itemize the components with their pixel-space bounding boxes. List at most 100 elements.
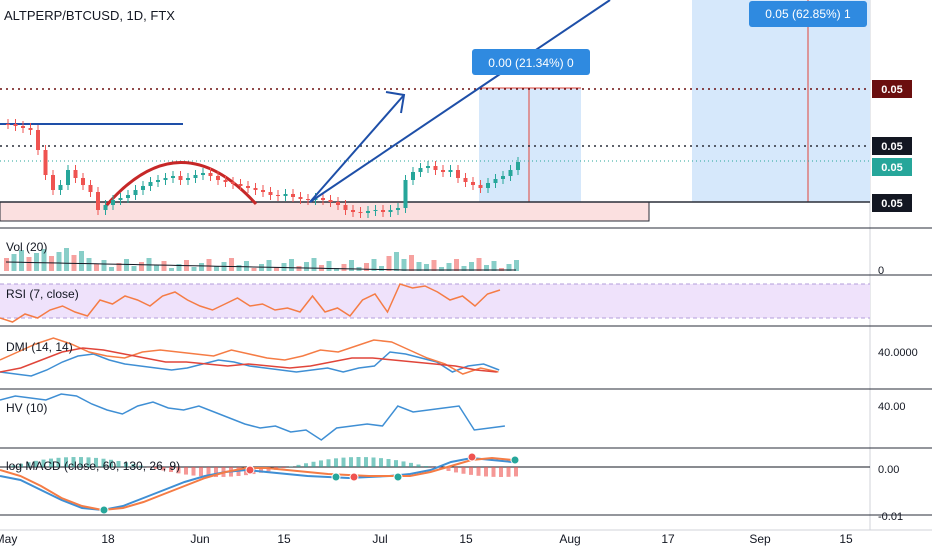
projection-box-1[interactable] <box>479 88 581 202</box>
volume-bar <box>454 259 459 271</box>
volume-bar <box>296 266 302 271</box>
macd-histogram-bar <box>131 463 136 467</box>
position-label-1[interactable]: 0.00 (21.34%) 0 <box>472 49 590 75</box>
candle-body <box>306 199 310 200</box>
time-axis[interactable]: May 18 Jun 15 Jul 15 Aug 17 Sep 15 <box>0 532 853 546</box>
volume-bar <box>206 259 212 271</box>
macd-cross-dot <box>349 472 359 482</box>
candle-body <box>441 170 445 172</box>
macd-histogram-bar <box>446 467 451 471</box>
volume-bar <box>409 255 414 271</box>
position-label-1-text: 0.00 (21.34%) 0 <box>488 56 574 70</box>
candle-body <box>486 183 490 188</box>
volume-bar <box>26 257 32 271</box>
macd-histogram-bar <box>281 467 286 469</box>
volume-bar <box>514 260 519 271</box>
volume-bar <box>139 262 144 271</box>
macd-histogram-bar <box>176 467 181 474</box>
projection-box-2[interactable] <box>692 0 870 202</box>
macd-histogram-bar <box>461 467 466 474</box>
candle-body <box>328 200 333 202</box>
time-tick-label: 15 <box>839 532 853 546</box>
candle-body <box>366 211 370 213</box>
volume-bar <box>386 256 392 271</box>
macd-histogram-bar <box>154 467 158 469</box>
trend-arrows[interactable] <box>309 0 611 203</box>
volume-bar <box>506 264 512 271</box>
position-label-2-text: 0.05 (62.85%) 1 <box>765 7 851 21</box>
macd-histogram-bar <box>409 462 413 467</box>
macd-histogram-bar <box>139 465 143 467</box>
cup-arc[interactable] <box>104 161 258 207</box>
volume-bar <box>484 265 489 271</box>
candlestick-series <box>6 119 520 218</box>
candle-body <box>433 166 438 170</box>
macd-pane-label: log MACD (close, 60, 130, 26, 9) <box>6 459 180 473</box>
macd-histogram-bar <box>214 467 218 477</box>
macd-axis-bottom: -0.01 <box>878 511 903 523</box>
candle-body <box>261 190 265 192</box>
candle-body <box>351 210 355 212</box>
volume-bar <box>266 260 272 271</box>
volume-bar <box>214 266 219 271</box>
volume-bar <box>131 266 137 271</box>
volume-bar <box>446 263 452 271</box>
price-tag-top: 0.05 <box>872 80 912 98</box>
volume-bar <box>86 258 92 271</box>
volume-bar <box>176 264 182 271</box>
svg-text:0.05: 0.05 <box>881 141 902 153</box>
macd-histogram-bar <box>169 467 173 473</box>
macd-histogram-bar <box>491 467 496 477</box>
macd-histogram-bar <box>11 465 16 467</box>
dmi-minus-line <box>0 337 499 375</box>
macd-histogram-bar <box>259 467 263 473</box>
volume-axis-label: 0 <box>878 265 884 277</box>
candle-body <box>463 178 468 182</box>
macd-histogram-bar <box>109 459 113 467</box>
volume-bar <box>439 267 444 271</box>
volume-bar <box>41 249 47 271</box>
candle-body <box>238 184 243 186</box>
volume-bar <box>169 268 174 271</box>
volume-bar <box>469 262 474 271</box>
volume-bar <box>191 267 197 271</box>
volume-bar <box>326 261 332 271</box>
candle-body <box>21 126 25 128</box>
position-label-2[interactable]: 0.05 (62.85%) 1 <box>749 1 867 27</box>
volume-bar <box>56 252 62 271</box>
volume-bar <box>161 261 167 271</box>
svg-text:0.05: 0.05 <box>881 162 902 174</box>
candle-body <box>501 176 505 179</box>
time-tick-label: 15 <box>277 532 291 546</box>
candle-body <box>448 170 453 172</box>
macd-histogram-bar <box>49 458 53 467</box>
candle-body <box>516 162 520 170</box>
macd-histogram-bar <box>56 457 61 467</box>
candle-body <box>13 124 18 126</box>
time-tick-label: 18 <box>101 532 115 546</box>
volume-bar <box>229 258 234 271</box>
macd-cross-dot <box>393 472 403 482</box>
dmi-pane-label: DMI (14, 14) <box>6 340 73 354</box>
volume-bar <box>304 262 309 271</box>
volume-bar <box>416 262 422 271</box>
volume-bar <box>34 253 39 271</box>
volume-bar <box>154 265 159 271</box>
macd-histogram-bar <box>26 462 31 467</box>
candle-body <box>43 150 48 175</box>
candle-body <box>51 175 55 190</box>
macd-histogram-bar <box>161 467 166 471</box>
candle-body <box>321 198 325 200</box>
candle-body <box>193 175 198 178</box>
rsi-pane-label: RSI (7, close) <box>6 287 79 301</box>
macd-cross-dot <box>331 472 341 482</box>
candle-body <box>508 170 513 176</box>
candle-body <box>216 176 220 180</box>
macd-histogram-bar <box>371 457 376 467</box>
volume-bar <box>394 252 399 271</box>
macd-histogram-bar <box>364 457 368 467</box>
volume-bar <box>236 265 242 271</box>
candle-body <box>456 170 460 178</box>
